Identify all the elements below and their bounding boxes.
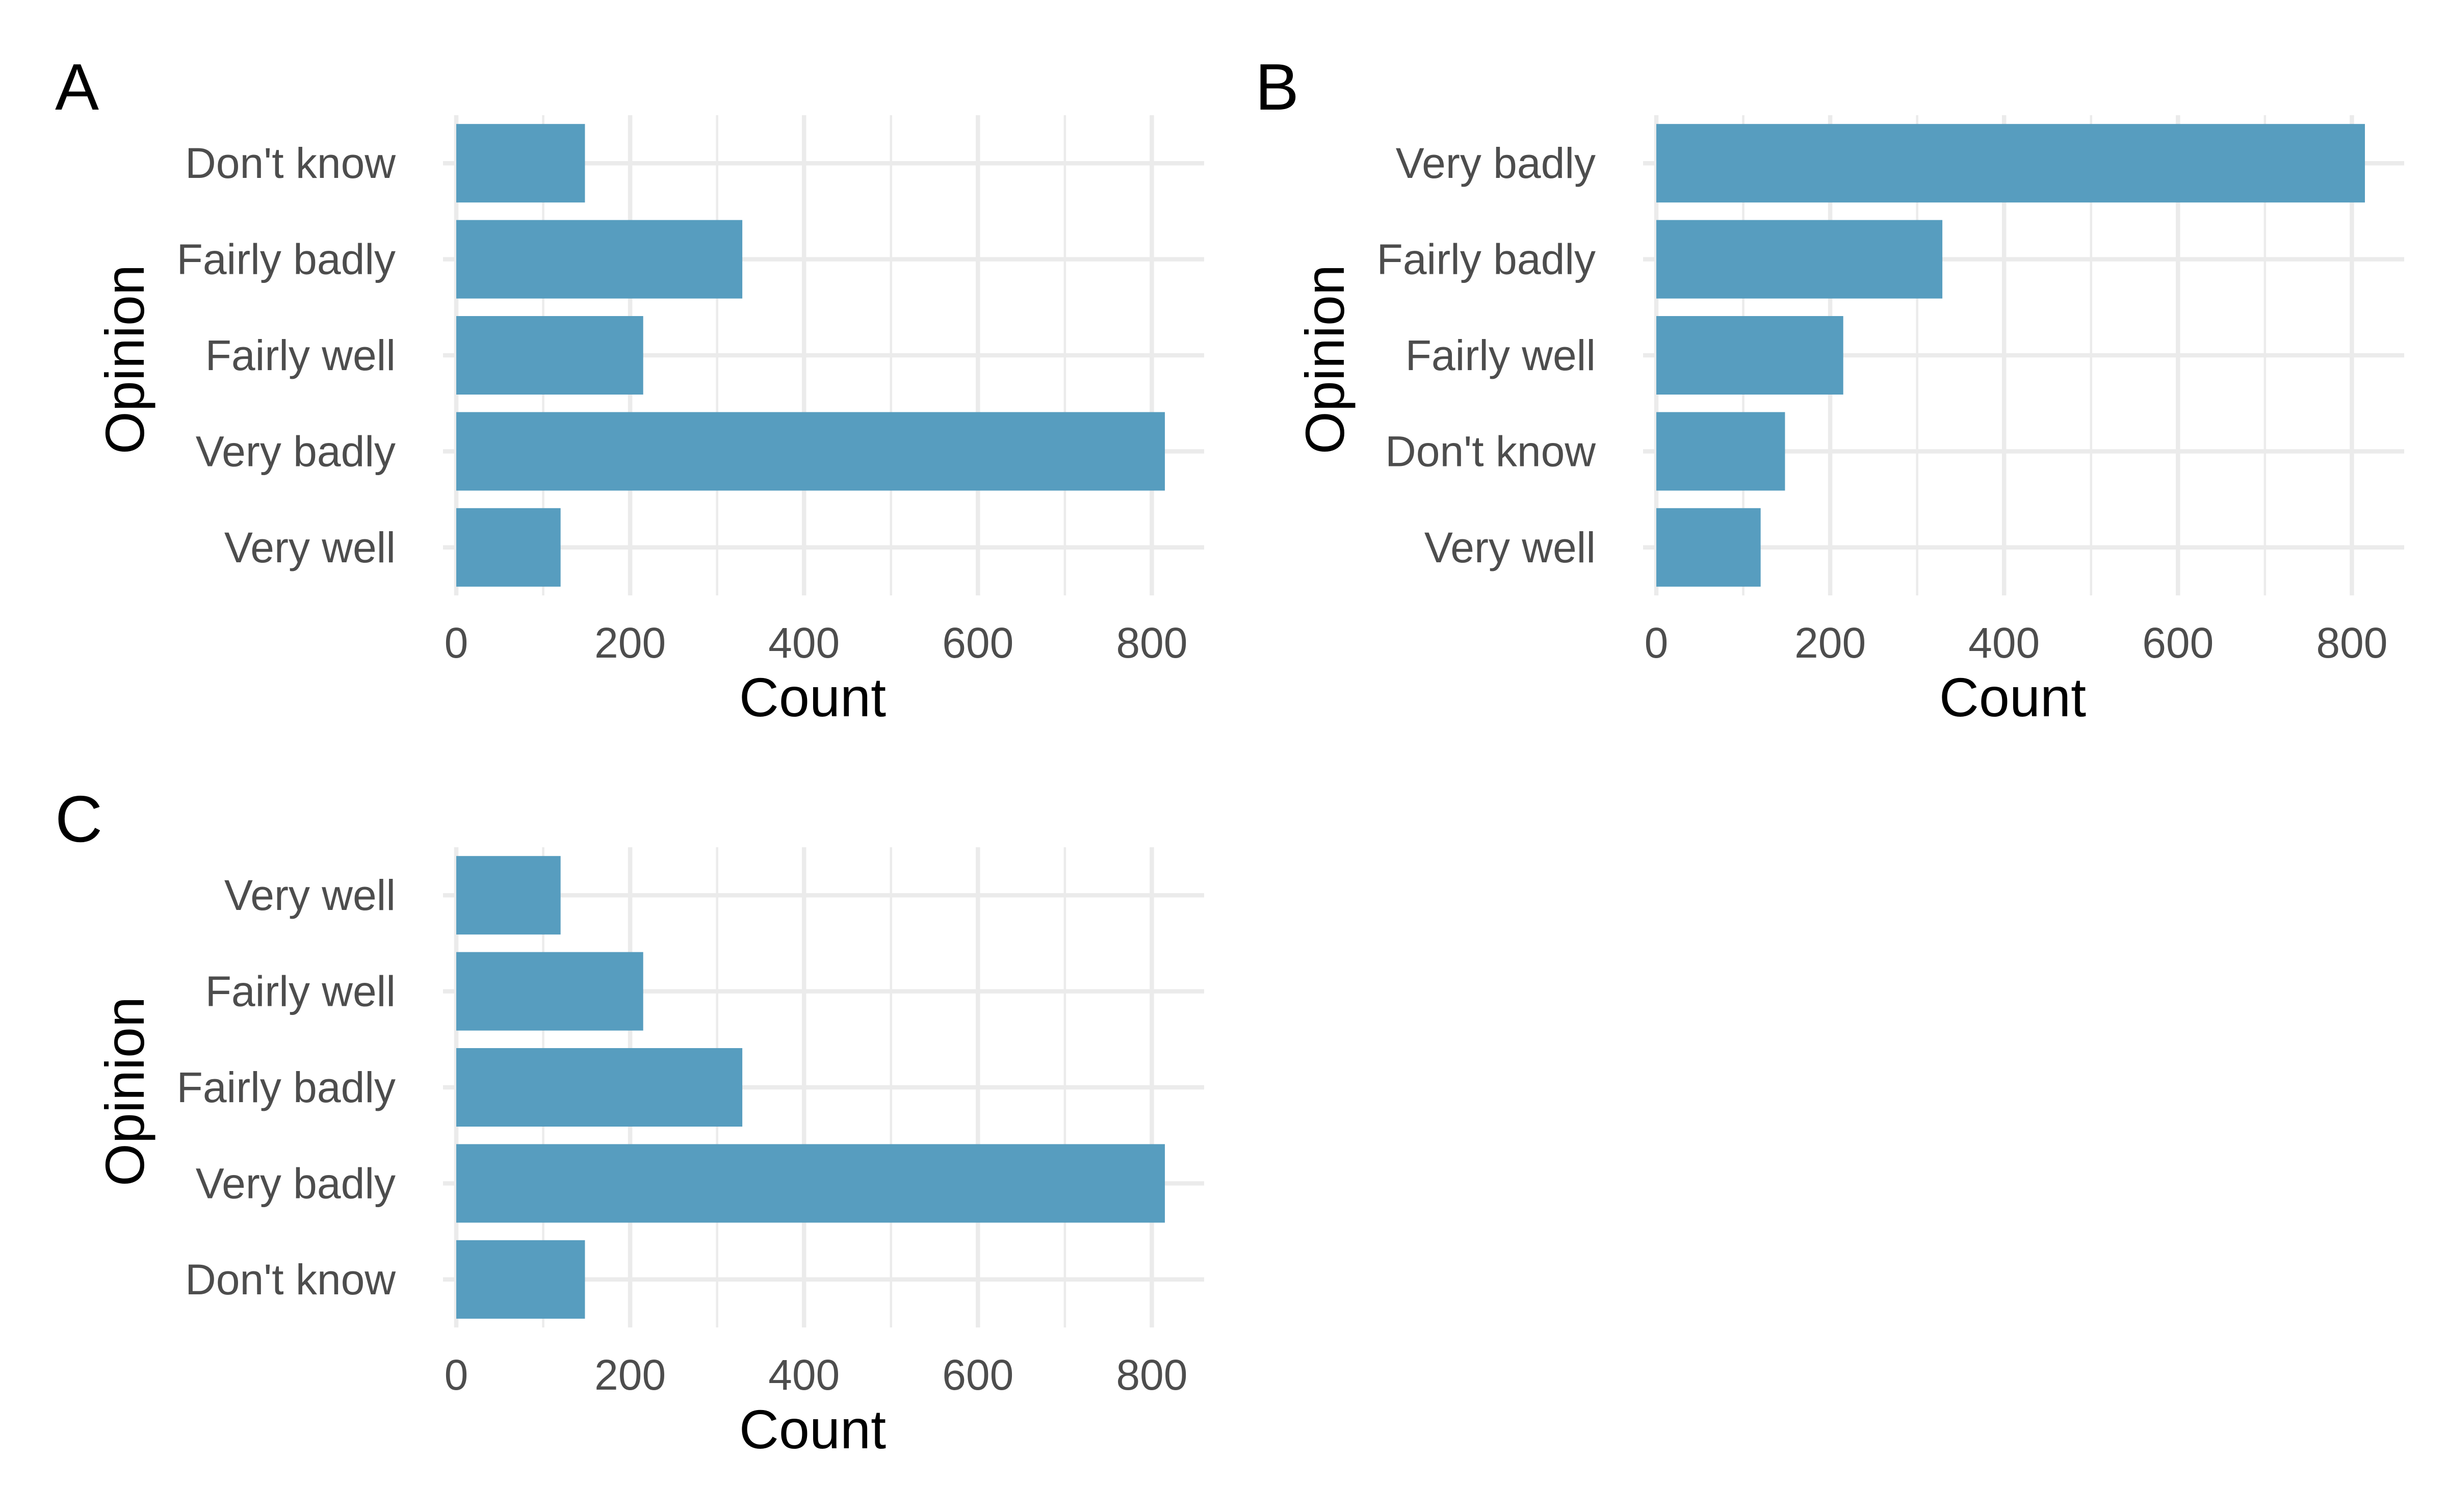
panel-c: C Very well Fairly well Fairly badly Very b…: [55, 783, 1204, 1460]
bar: [1656, 316, 1843, 395]
bar: [456, 1144, 1165, 1223]
bar-layer: [456, 856, 1165, 1319]
category-label: Very badly: [196, 427, 396, 475]
category-label: Don't know: [1385, 427, 1596, 475]
category-label-layer: Don't know Fairly badly Fairly well Very ba…: [177, 139, 396, 571]
bar: [456, 1048, 743, 1127]
panel-b: B Very badly Fairly badly Fairly well Don't…: [1255, 50, 2404, 728]
category-label-layer: Very badly Fairly badly Fairly well Don't k…: [1377, 139, 1596, 571]
panel-a: A Don't know Fairly badly Fairly well Very …: [55, 50, 1204, 728]
bar: [1656, 124, 2365, 203]
x-tick-label-layer: 0 200 400 600 800: [445, 1351, 1188, 1399]
x-tick-label-layer: 0 200 400 600 800: [445, 619, 1188, 667]
category-label: Very well: [1424, 524, 1596, 571]
x-axis-title: Count: [1939, 666, 2086, 728]
x-tick-label: 400: [768, 619, 840, 667]
bar-layer: [456, 124, 1165, 587]
x-tick-label: 800: [2316, 619, 2387, 667]
category-label: Very well: [224, 524, 396, 571]
y-axis-title: Opinion: [94, 265, 155, 454]
bar: [1656, 412, 1785, 491]
bar: [456, 952, 643, 1031]
bar: [1656, 508, 1761, 587]
x-axis-title: Count: [739, 1398, 886, 1460]
y-axis-title: Opinion: [1294, 265, 1356, 454]
category-label: Fairly badly: [177, 236, 396, 283]
bar: [1656, 220, 1943, 299]
x-tick-label: 600: [942, 619, 1013, 667]
bar: [456, 412, 1165, 491]
panel-tag: A: [55, 50, 99, 124]
bar: [456, 124, 585, 203]
category-label: Don't know: [185, 1256, 396, 1304]
bar: [456, 220, 743, 299]
x-tick-label: 200: [1794, 619, 1866, 667]
x-tick-label-layer: 0 200 400 600 800: [1645, 619, 2388, 667]
panel-tag: C: [55, 783, 102, 856]
x-tick-label: 600: [942, 1351, 1013, 1399]
category-label: Don't know: [185, 139, 396, 187]
category-label: Very badly: [196, 1159, 396, 1207]
x-tick-label: 200: [594, 1351, 666, 1399]
bar: [456, 1240, 585, 1319]
x-tick-label: 800: [1116, 1351, 1187, 1399]
category-label: Fairly well: [205, 968, 396, 1015]
x-tick-label: 0: [1645, 619, 1669, 667]
x-tick-label: 600: [2142, 619, 2214, 667]
x-tick-label: 0: [445, 1351, 468, 1399]
x-tick-label: 0: [445, 619, 468, 667]
x-tick-label: 800: [1116, 619, 1187, 667]
category-label: Fairly badly: [177, 1063, 396, 1111]
category-label: Fairly well: [205, 331, 396, 379]
bar-layer: [1656, 124, 2365, 587]
x-tick-label: 200: [594, 619, 666, 667]
category-label: Fairly badly: [1377, 236, 1596, 283]
category-label: Very badly: [1396, 139, 1596, 187]
x-tick-label: 400: [768, 1351, 840, 1399]
y-axis-title: Opinion: [94, 997, 155, 1186]
x-tick-label: 400: [1968, 619, 2040, 667]
category-label-layer: Very well Fairly well Fairly badly Very bad…: [177, 871, 396, 1304]
bar: [456, 316, 643, 395]
panel-tag: B: [1255, 50, 1299, 124]
bar: [456, 508, 561, 587]
x-axis-title: Count: [739, 666, 886, 728]
bar: [456, 856, 561, 935]
category-label: Very well: [224, 871, 396, 919]
category-label: Fairly well: [1405, 331, 1596, 379]
